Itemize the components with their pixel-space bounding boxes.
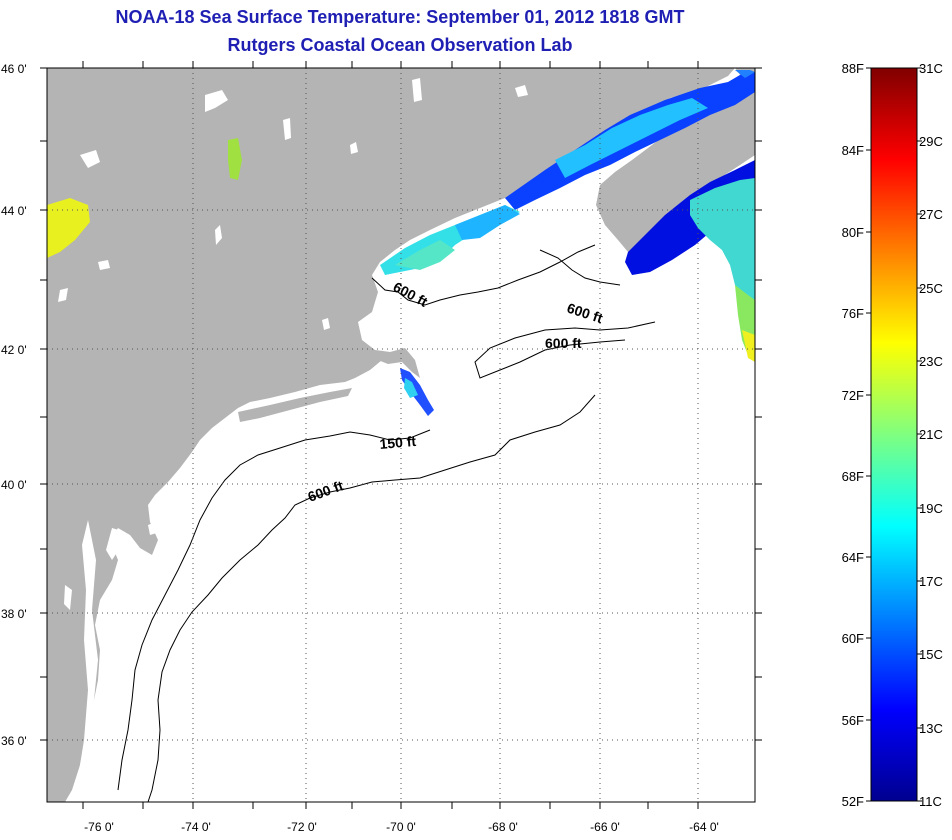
graticule [47,68,755,802]
lon-label: -70 0' [386,820,416,834]
colorbar-c-label: 21C [919,427,943,442]
land-us [47,68,735,802]
colorbar-c-label: 19C [919,501,943,516]
colorbar-f-label: 88F [842,61,864,76]
colorbar-f-label: 60F [842,631,864,646]
colorbar-c-label: 15C [919,647,943,662]
colorbar-c-label: 31C [919,61,943,76]
isobaths [117,244,656,802]
lat-label: 46 0' [1,62,27,76]
lon-label: -74 0' [181,820,211,834]
lon-label: -72 0' [287,820,317,834]
colorbar-c-label: 13C [919,721,943,736]
sst-data [47,70,755,416]
colorbar-f-label: 84F [842,143,864,158]
lon-label: -76 0' [84,820,114,834]
colorbar-f-label: 52F [842,794,864,809]
axis-ticks [40,61,762,809]
isobath-label: 150 ft [379,433,417,452]
colorbar-c-label: 23C [919,354,943,369]
lon-label: -68 0' [488,820,518,834]
chesapeake-bay [76,520,98,790]
colorbar-f-label: 80F [842,225,864,240]
delaware-bay [106,528,125,560]
colorbar-f-label: 68F [842,469,864,484]
map-subtitle: Rutgers Coastal Ocean Observation Lab [227,35,573,55]
isobath-label: 600 ft [545,335,582,351]
land-cape-cod [375,348,420,378]
map-title: NOAA-18 Sea Surface Temperature: Septemb… [115,7,685,27]
map-area [47,68,755,802]
land-nova-scotia [596,68,755,252]
land-speckles [58,78,528,610]
colorbar-c-label: 17C [919,574,943,589]
colorbar-ticks [866,67,922,802]
colorbar-f-label: 56F [842,713,864,728]
colorbar-c-label: 11C [919,794,942,809]
colorbar-f-label: 76F [842,306,864,321]
lon-label: -66 0' [590,820,620,834]
colorbar-c-label: 27C [919,207,943,222]
lat-label: 40 0' [1,478,27,492]
colorbar [870,67,918,802]
land-long-island [238,388,352,422]
lon-label: -64 0' [689,820,719,834]
lat-label: 42 0' [1,343,27,357]
lat-label: 38 0' [1,607,27,621]
colorbar-f-label: 64F [842,550,864,565]
lat-label: 36 0' [1,734,27,748]
colorbar-c-label: 29C [919,134,943,149]
colorbar-c-label: 25C [919,281,943,296]
lat-label: 44 0' [1,204,27,218]
colorbar-f-label: 72F [842,388,864,403]
